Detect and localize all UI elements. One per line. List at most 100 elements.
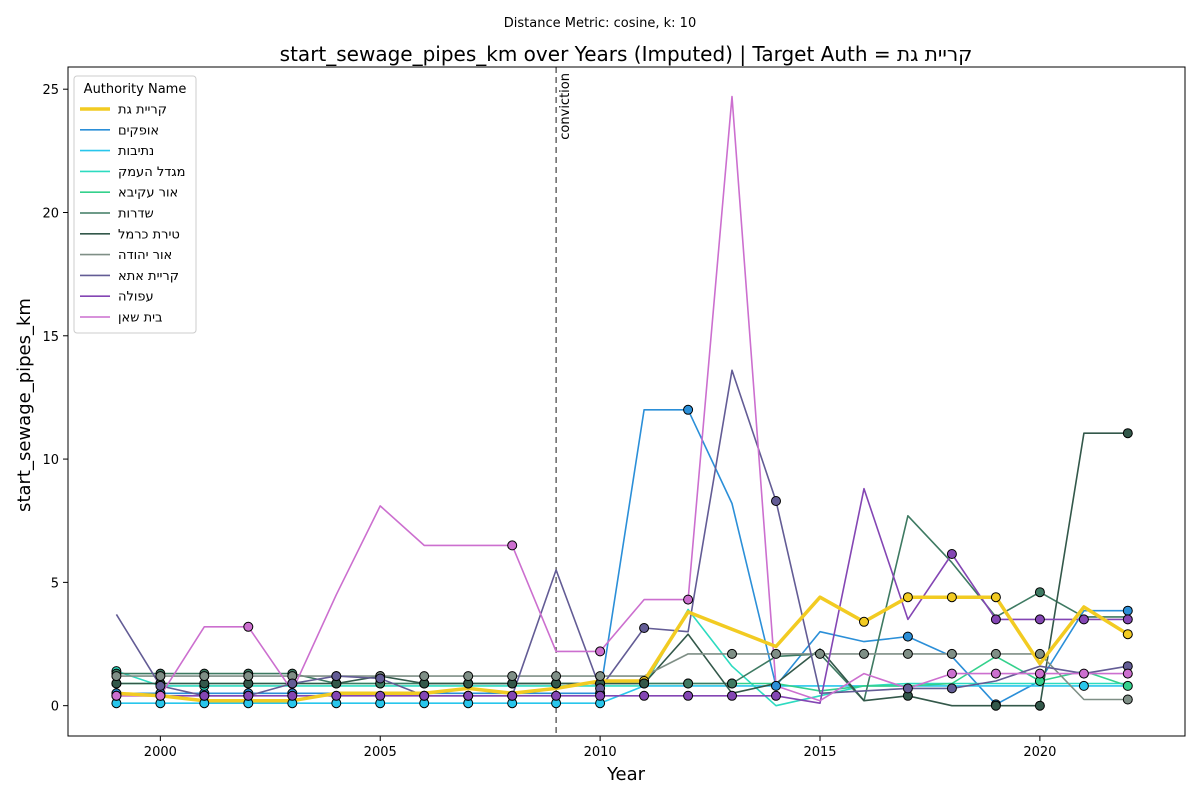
legend: Authority Name קריית גת אופקים נתיבות מגדל … [73,75,197,334]
series-line-10 [116,95,1128,702]
imputed-point-0-18 [902,592,913,603]
imputed-point-6-12 [639,678,650,689]
imputed-point-9-15 [771,690,781,701]
imputed-point-8-4 [287,678,298,689]
imputed-point-7-20 [990,648,1001,659]
imputed-point-0-20 [990,592,1001,603]
imputed-point-10-13 [683,594,694,605]
series-line-7 [116,653,1128,701]
imputed-point-8-18 [902,683,913,694]
imputed-point-9-21 [1034,614,1045,625]
y-tick-label-4: 20 [42,206,59,221]
series-line-1 [116,408,1128,706]
imputed-point-9-4 [287,690,298,701]
imputed-point-8-15 [771,496,781,506]
imputed-point-9-7 [419,690,430,701]
series-line-0 [116,595,1129,703]
y-tick-label-3: 15 [42,330,59,345]
imputed-point-9-3 [243,690,254,701]
imputed-point-7-8 [463,671,474,682]
imputed-point-9-22 [1078,614,1089,625]
imputed-point-7-14 [727,648,737,659]
imputed-point-9-2 [199,690,210,701]
x-tick-label-1: 2005 [364,745,397,760]
x-tick-label-0: 2000 [144,745,177,760]
imputed-point-10-23 [1122,668,1133,679]
imputed-point-1-23 [1122,605,1133,616]
imputed-point-7-2 [199,671,210,682]
y-tick-label-0: 0 [51,700,59,715]
legend-items: קריית גת אופקים נתיבות מגדל העמק אור עקיבא שד… [80,103,186,326]
y-axis-title: start_sewage_pipes_km [14,298,35,512]
imputed-point-9-11 [595,690,606,701]
imputed-point-0-19 [946,592,957,603]
imputed-point-9-13 [683,690,694,701]
imputed-point-7-16 [815,648,825,659]
conviction-label: conviction [558,73,573,140]
imputed-point-10-1 [155,690,166,701]
legend-label-9: עפולה [118,290,154,305]
imputed-point-7-21 [1034,648,1045,659]
imputed-point-1-13 [683,404,694,415]
imputed-point-8-6 [375,673,386,684]
imputed-point-4-23 [1122,680,1133,691]
imputed-point-7-23 [1122,694,1133,705]
series-line-8 [115,369,1128,697]
imputed-point-7-0 [111,671,122,682]
legend-label-6: טירת כרמל [118,227,180,242]
imputed-point-5-13 [683,678,694,689]
imputed-point-0-17 [859,616,869,627]
x-axis: 2000 2005 2010 2015 2020 [144,736,1056,760]
legend-label-0: קריית גת [118,103,167,118]
x-axis-title: Year [606,764,646,785]
imputed-point-9-23 [1122,614,1133,625]
x-tick-label-4: 2020 [1023,745,1056,760]
imputed-point-10-22 [1078,668,1089,679]
imputed-point-10-19 [946,668,957,679]
imputed-point-9-9 [507,690,518,701]
x-tick-label-3: 2015 [803,745,836,760]
imputed-point-6-23 [1122,428,1133,439]
imputed-point-5-21 [1034,587,1045,598]
imputed-point-7-1 [155,671,166,682]
series-line-2 [116,685,1128,705]
legend-label-1: אופקים [118,123,159,138]
imputed-point-0-23 [1122,629,1133,640]
legend-title: Authority Name [84,82,187,97]
imputed-point-7-3 [243,671,254,682]
x-tick-label-2: 2010 [584,745,617,760]
imputed-point-10-9 [507,540,518,551]
imputed-point-9-20 [990,614,1001,625]
series-line-9 [116,487,1128,705]
imputed-point-2-22 [1078,680,1089,691]
imputed-point-1-18 [902,631,913,642]
imputed-point-9-10 [551,690,562,701]
imputed-point-7-7 [419,671,430,682]
imputed-point-8-12 [639,623,650,633]
imputed-point-10-0 [111,690,122,701]
imputed-point-10-21 [1034,668,1045,679]
imputed-point-10-11 [595,646,606,657]
chart-title: start_sewage_pipes_km over Years (Impute… [280,42,973,66]
imputed-point-7-19 [946,648,957,659]
imputed-point-9-14 [727,690,737,701]
imputed-point-10-3 [243,621,254,632]
imputed-point-7-9 [507,671,518,682]
y-tick-label-5: 25 [42,83,59,98]
imputed-point-10-20 [990,668,1001,679]
imputed-point-9-6 [375,690,386,701]
plot-area: conviction [111,67,1133,736]
imputed-point-7-18 [902,648,913,659]
legend-label-10: בית שאן [118,311,163,326]
imputed-point-7-17 [859,648,869,659]
imputed-point-9-8 [463,690,474,701]
legend-frame [73,75,197,334]
imputed-point-9-12 [639,690,650,701]
imputed-point-7-10 [551,671,562,682]
legend-label-5: שדרות [118,207,154,222]
chart-suptitle: Distance Metric: cosine, k: 10 [504,16,696,31]
imputed-point-9-19 [946,549,957,559]
legend-label-7: אור יהודה [118,248,172,263]
